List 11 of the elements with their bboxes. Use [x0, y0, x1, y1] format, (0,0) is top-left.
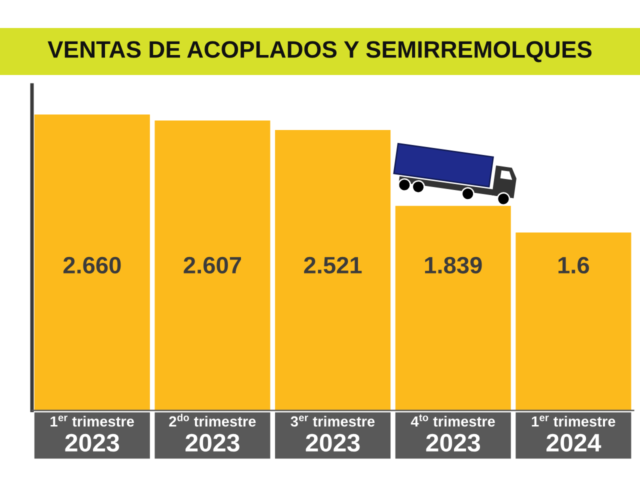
- x-tick-label: 3$^{er}$ trimestre 2023: [290, 416, 375, 452]
- data-label: 1.839: [425, 256, 482, 274]
- x-tick-label: 2$^{do}$ trimestre 2023: [169, 414, 256, 452]
- data-label: 1.6: [558, 256, 589, 274]
- x-tick-label: 1$^{er}$ trimestre 2024: [532, 416, 616, 452]
- chart-title: VENTAS DE ACOPLADOS Y SEMIRREMOLQUES: [48, 41, 592, 62]
- data-label: 2.660: [63, 256, 121, 274]
- x-tick-label: 4$^{to}$ trimestre 2023: [410, 414, 495, 452]
- data-label: 2.607: [184, 256, 241, 274]
- x-tick-label: 1$^{er}$ trimestre 2023: [50, 416, 134, 452]
- data-label: 2.521: [304, 256, 362, 274]
